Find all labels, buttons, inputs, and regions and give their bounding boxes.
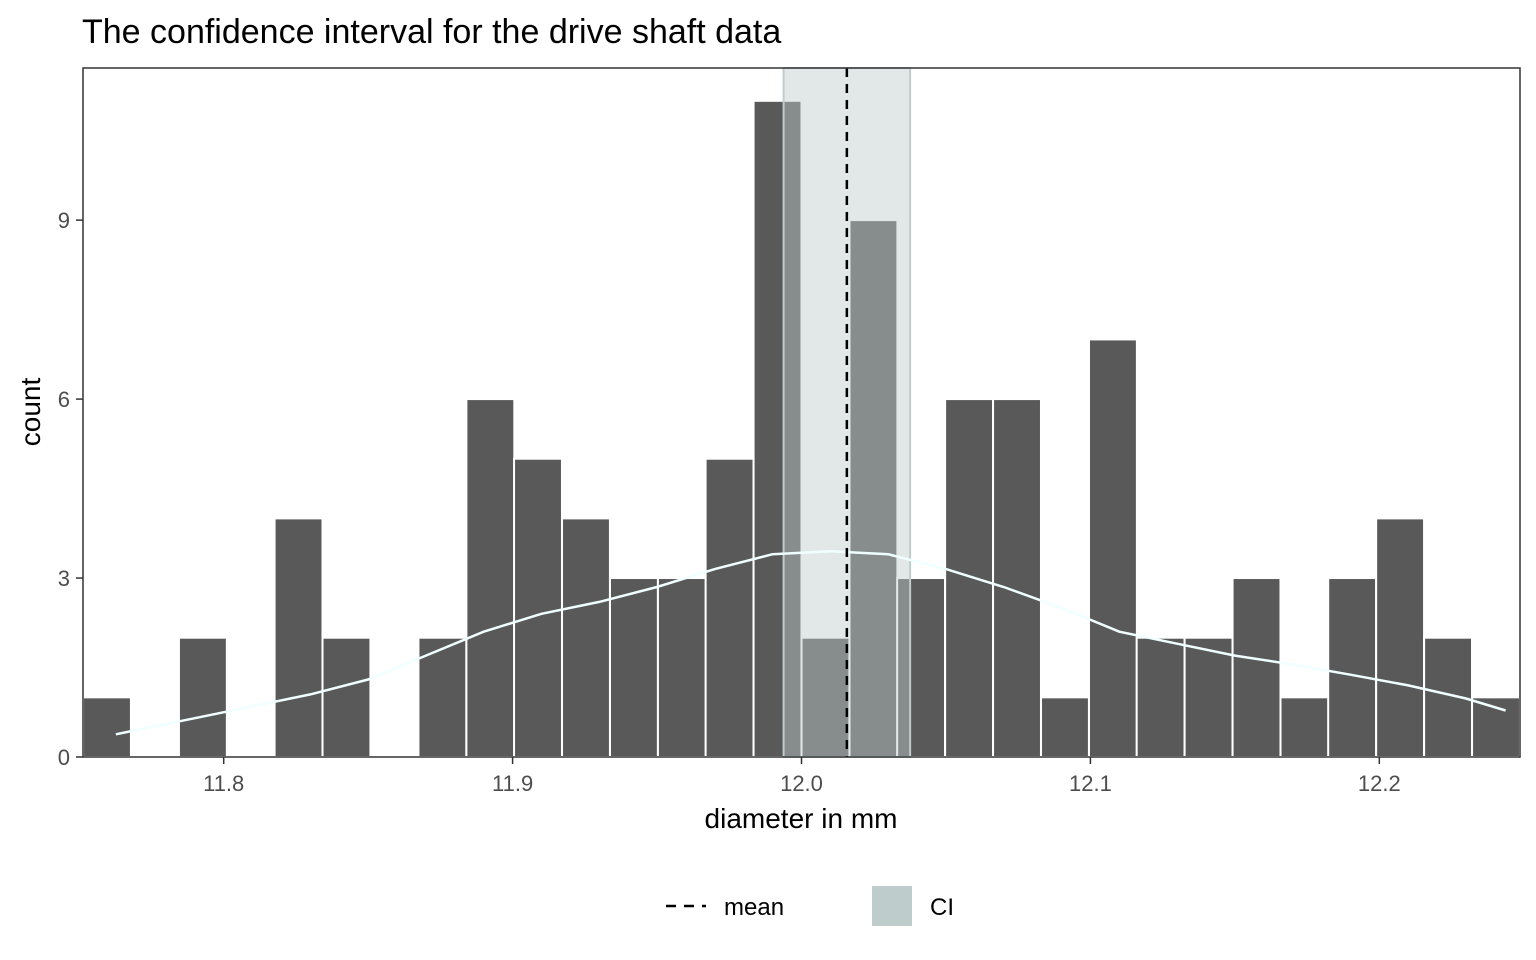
histogram-bar [465,398,516,758]
density-curve [115,549,1506,736]
histogram-bar [1183,636,1234,758]
y-tick-label: 6 [58,387,70,412]
histogram-bar [1087,338,1138,758]
histogram-bar [1231,577,1282,758]
histogram-bar [848,219,899,758]
histogram-bar [82,696,132,758]
histogram-bar [608,577,659,758]
plot-panel [82,67,1521,759]
y-axis: 0 3 6 9 [58,208,83,770]
histogram-bar [1040,696,1090,758]
x-axis-title: diameter in mm [705,803,898,834]
histogram-bar [561,517,611,758]
legend-ci-label: CI [930,894,954,921]
y-tick-label: 9 [58,208,70,233]
legend: mean CI [666,886,954,926]
histogram-bar [704,457,755,758]
x-tick-label: 11.8 [203,771,244,796]
x-tick-label: 12.2 [1358,771,1401,796]
histogram-bar [656,577,707,758]
histogram-bar [1135,636,1186,758]
histogram-bar [513,457,563,758]
x-tick-label: 12.0 [780,771,823,796]
histogram-bar [273,517,324,758]
histogram-bar [1279,696,1330,758]
y-tick-label: 3 [58,566,70,591]
histogram-bar [944,398,995,758]
chart-title: The confidence interval for the drive sh… [82,13,781,51]
legend-mean-label: mean [724,894,784,921]
x-axis: 11.8 11.9 12.0 12.1 12.2 [203,757,1401,796]
histogram-bar [321,636,372,758]
histogram-bar [1327,577,1378,758]
x-tick-label: 12.1 [1069,771,1112,796]
histogram-bar [992,398,1042,758]
histogram-bar [752,99,803,759]
y-tick-label: 0 [58,745,70,770]
x-tick-label: 11.9 [492,771,533,796]
histogram-bar [1375,517,1426,758]
histogram-bar [177,636,228,758]
y-axis-title: count [15,378,46,447]
density-layer [115,549,1506,736]
bars-layer [82,99,1521,759]
legend-ci-key [872,886,912,926]
